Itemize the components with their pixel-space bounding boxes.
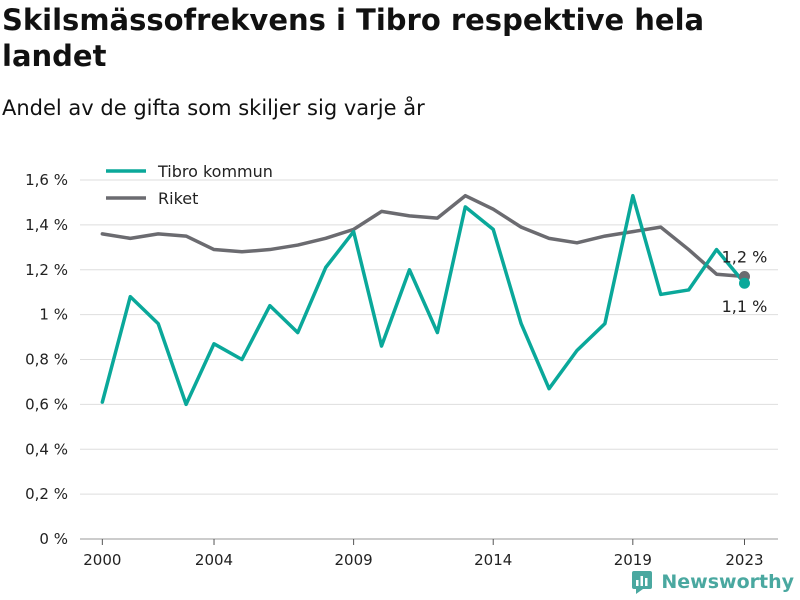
newsworthy-icon [632, 571, 653, 594]
brand-logo: Newsworthy [631, 570, 794, 594]
x-tick-label: 2019 [614, 551, 652, 569]
y-tick-label: 1,6 % [25, 171, 68, 189]
end-value-label: 1,1 % [722, 297, 768, 316]
x-tick-label: 2000 [83, 551, 121, 569]
y-tick-label: 1 % [39, 306, 68, 324]
chart-title: Skilsmässofrekvens i Tibro respektive he… [2, 3, 705, 73]
y-tick-label: 0 % [39, 530, 68, 548]
legend-label: Tibro kommun [157, 162, 273, 181]
y-tick-label: 0,4 % [25, 440, 68, 458]
end-point-marker [738, 277, 750, 289]
x-tick-label: 2009 [335, 551, 373, 569]
y-tick-label: 0,6 % [25, 395, 68, 413]
y-tick-label: 0,2 % [25, 485, 68, 503]
legend-label: Riket [158, 189, 198, 208]
x-tick-label: 2004 [195, 551, 233, 569]
x-tick-label: 2023 [725, 551, 763, 569]
chart-subtitle: Andel av de gifta som skiljer sig varje … [2, 96, 425, 120]
x-tick-label: 2014 [474, 551, 512, 569]
y-tick-label: 0,8 % [25, 351, 68, 369]
end-value-label: 1,2 % [722, 247, 768, 266]
y-tick-label: 1,2 % [25, 261, 68, 279]
brand-name: Newsworthy [661, 571, 794, 593]
y-tick-label: 1,4 % [25, 216, 68, 234]
series-line-riket [100, 193, 747, 279]
series-line-tibro-kommun [100, 193, 747, 407]
